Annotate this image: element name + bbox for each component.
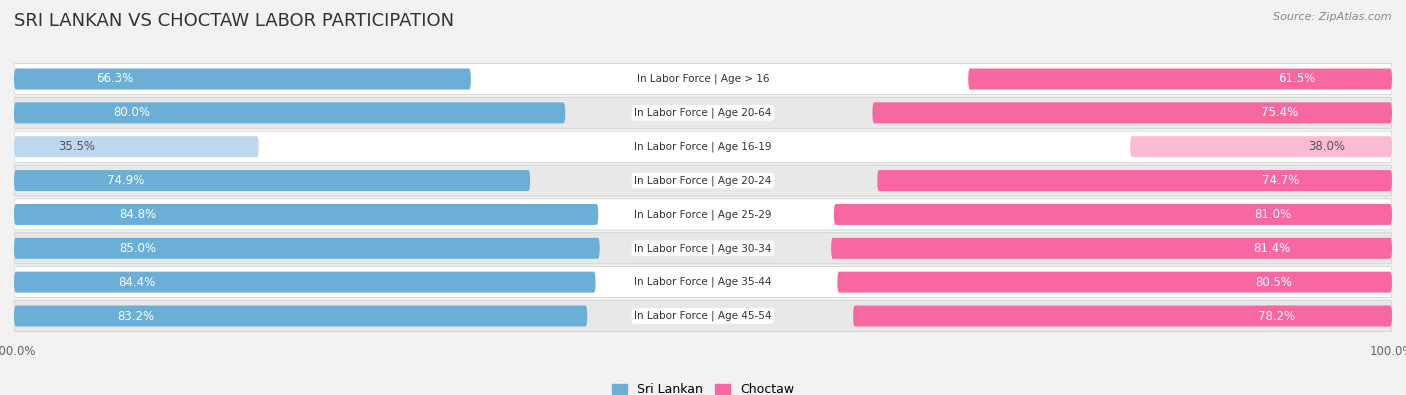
Text: 83.2%: 83.2% — [117, 310, 155, 322]
Text: 81.0%: 81.0% — [1254, 208, 1292, 221]
FancyBboxPatch shape — [853, 305, 1392, 327]
Text: 78.2%: 78.2% — [1258, 310, 1295, 322]
FancyBboxPatch shape — [14, 170, 530, 191]
Text: 75.4%: 75.4% — [1261, 106, 1298, 119]
Text: 84.8%: 84.8% — [120, 208, 156, 221]
FancyBboxPatch shape — [14, 68, 471, 90]
Text: 66.3%: 66.3% — [96, 73, 134, 85]
FancyBboxPatch shape — [14, 238, 599, 259]
FancyBboxPatch shape — [14, 233, 1392, 264]
FancyBboxPatch shape — [14, 305, 588, 327]
FancyBboxPatch shape — [1130, 136, 1392, 157]
Text: 74.9%: 74.9% — [107, 174, 145, 187]
FancyBboxPatch shape — [14, 165, 1392, 196]
Text: 80.0%: 80.0% — [114, 106, 150, 119]
FancyBboxPatch shape — [873, 102, 1392, 123]
Text: 80.5%: 80.5% — [1256, 276, 1292, 289]
FancyBboxPatch shape — [14, 301, 1392, 331]
FancyBboxPatch shape — [14, 267, 1392, 298]
Text: 81.4%: 81.4% — [1254, 242, 1291, 255]
Text: 74.7%: 74.7% — [1263, 174, 1299, 187]
Text: 35.5%: 35.5% — [58, 140, 96, 153]
FancyBboxPatch shape — [14, 204, 599, 225]
FancyBboxPatch shape — [969, 68, 1392, 90]
Text: In Labor Force | Age 25-29: In Labor Force | Age 25-29 — [634, 209, 772, 220]
FancyBboxPatch shape — [14, 272, 596, 293]
Text: In Labor Force | Age 20-24: In Labor Force | Age 20-24 — [634, 175, 772, 186]
Text: 38.0%: 38.0% — [1308, 140, 1344, 153]
Text: In Labor Force | Age 16-19: In Labor Force | Age 16-19 — [634, 141, 772, 152]
Text: 84.4%: 84.4% — [118, 276, 156, 289]
FancyBboxPatch shape — [834, 204, 1392, 225]
Text: In Labor Force | Age 30-34: In Labor Force | Age 30-34 — [634, 243, 772, 254]
Text: 61.5%: 61.5% — [1278, 73, 1316, 85]
Text: In Labor Force | Age 35-44: In Labor Force | Age 35-44 — [634, 277, 772, 288]
Legend: Sri Lankan, Choctaw: Sri Lankan, Choctaw — [612, 383, 794, 395]
Text: Source: ZipAtlas.com: Source: ZipAtlas.com — [1274, 12, 1392, 22]
FancyBboxPatch shape — [831, 238, 1392, 259]
FancyBboxPatch shape — [14, 64, 1392, 94]
FancyBboxPatch shape — [14, 131, 1392, 162]
FancyBboxPatch shape — [14, 102, 565, 123]
FancyBboxPatch shape — [14, 199, 1392, 230]
Text: In Labor Force | Age 45-54: In Labor Force | Age 45-54 — [634, 311, 772, 321]
Text: SRI LANKAN VS CHOCTAW LABOR PARTICIPATION: SRI LANKAN VS CHOCTAW LABOR PARTICIPATIO… — [14, 12, 454, 30]
Text: In Labor Force | Age > 16: In Labor Force | Age > 16 — [637, 74, 769, 84]
FancyBboxPatch shape — [14, 97, 1392, 128]
FancyBboxPatch shape — [14, 136, 259, 157]
FancyBboxPatch shape — [838, 272, 1392, 293]
Text: 85.0%: 85.0% — [120, 242, 156, 255]
FancyBboxPatch shape — [877, 170, 1392, 191]
Text: In Labor Force | Age 20-64: In Labor Force | Age 20-64 — [634, 107, 772, 118]
